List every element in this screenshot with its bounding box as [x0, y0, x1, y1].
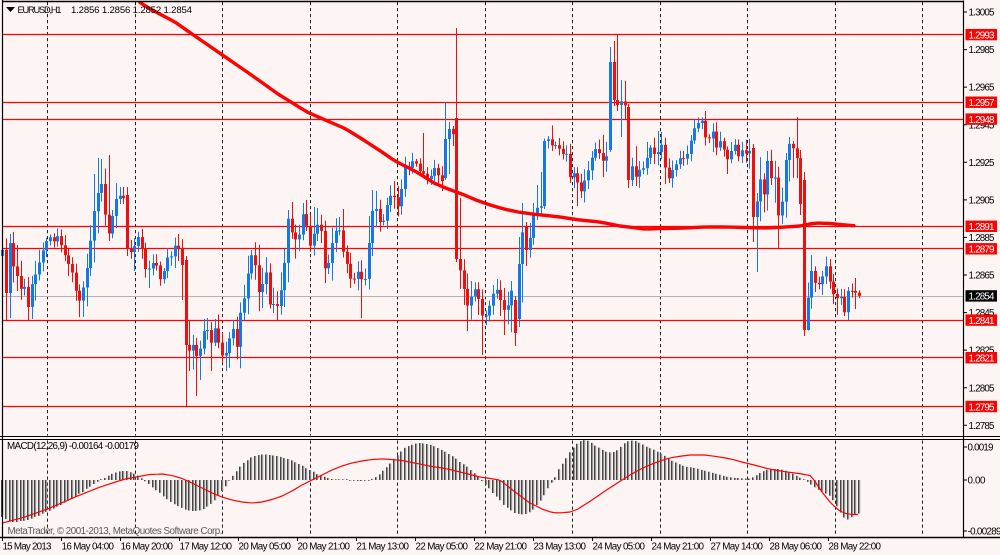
svg-text:1.2885: 1.2885	[969, 233, 996, 244]
svg-text:27 May 14:00: 27 May 14:00	[711, 542, 764, 553]
svg-text:1.2925: 1.2925	[969, 158, 996, 169]
svg-text:MACD(12,26,9) -0.00164 -0.0017: MACD(12,26,9) -0.00164 -0.00179	[7, 441, 139, 452]
svg-text:15 May 2013: 15 May 2013	[3, 542, 53, 553]
svg-text:1.2785: 1.2785	[969, 421, 996, 432]
svg-text:MetaTrader, © 2001-2013, MetaQ: MetaTrader, © 2001-2013, MetaQuotes Soft…	[8, 526, 223, 537]
svg-text:EURUSD,H1: EURUSD,H1	[18, 5, 62, 15]
svg-text:1.2821: 1.2821	[969, 354, 995, 365]
svg-text:1.2845: 1.2845	[969, 308, 996, 319]
svg-text:0.00: 0.00	[968, 476, 987, 487]
svg-text:24 May 21:00: 24 May 21:00	[652, 542, 705, 553]
svg-text:-0.00289: -0.00289	[968, 527, 1000, 538]
svg-text:20 May 05:00: 20 May 05:00	[239, 542, 292, 553]
svg-text:1.2965: 1.2965	[969, 83, 996, 94]
svg-text:1.2805: 1.2805	[969, 383, 996, 394]
svg-text:1.2856 1.2856 1.2852 1.2854: 1.2856 1.2856 1.2852 1.2854	[71, 5, 193, 16]
svg-text:1.2945: 1.2945	[969, 120, 996, 131]
svg-text:1.2841: 1.2841	[969, 316, 995, 327]
svg-text:23 May 13:00: 23 May 13:00	[534, 542, 587, 553]
svg-text:16 May 04:00: 16 May 04:00	[62, 542, 115, 553]
svg-text:17 May 12:00: 17 May 12:00	[180, 542, 233, 553]
svg-text:1.2879: 1.2879	[969, 245, 995, 256]
svg-text:1.2795: 1.2795	[969, 402, 996, 413]
svg-text:28 May 06:00: 28 May 06:00	[770, 542, 823, 553]
svg-text:1.3005: 1.3005	[969, 8, 996, 19]
svg-text:1.2957: 1.2957	[969, 98, 995, 109]
svg-text:1.2854: 1.2854	[969, 292, 996, 303]
svg-text:1.2865: 1.2865	[969, 271, 996, 282]
svg-text:20 May 21:00: 20 May 21:00	[298, 542, 351, 553]
svg-text:22 May 21:00: 22 May 21:00	[475, 542, 528, 553]
svg-text:1.2993: 1.2993	[969, 30, 996, 41]
svg-text:22 May 05:00: 22 May 05:00	[416, 542, 469, 553]
svg-text:1.2985: 1.2985	[969, 45, 996, 56]
svg-text:0.0019: 0.0019	[968, 443, 994, 454]
svg-text:16 May 20:00: 16 May 20:00	[121, 542, 174, 553]
svg-text:24 May 05:00: 24 May 05:00	[593, 542, 646, 553]
svg-text:21 May 13:00: 21 May 13:00	[357, 542, 410, 553]
svg-text:1.2891: 1.2891	[969, 222, 995, 233]
svg-text:1.2905: 1.2905	[969, 196, 996, 207]
svg-text:28 May 22:00: 28 May 22:00	[829, 542, 882, 553]
svg-text:1.2948: 1.2948	[969, 115, 996, 126]
svg-text:1.2825: 1.2825	[969, 346, 996, 357]
